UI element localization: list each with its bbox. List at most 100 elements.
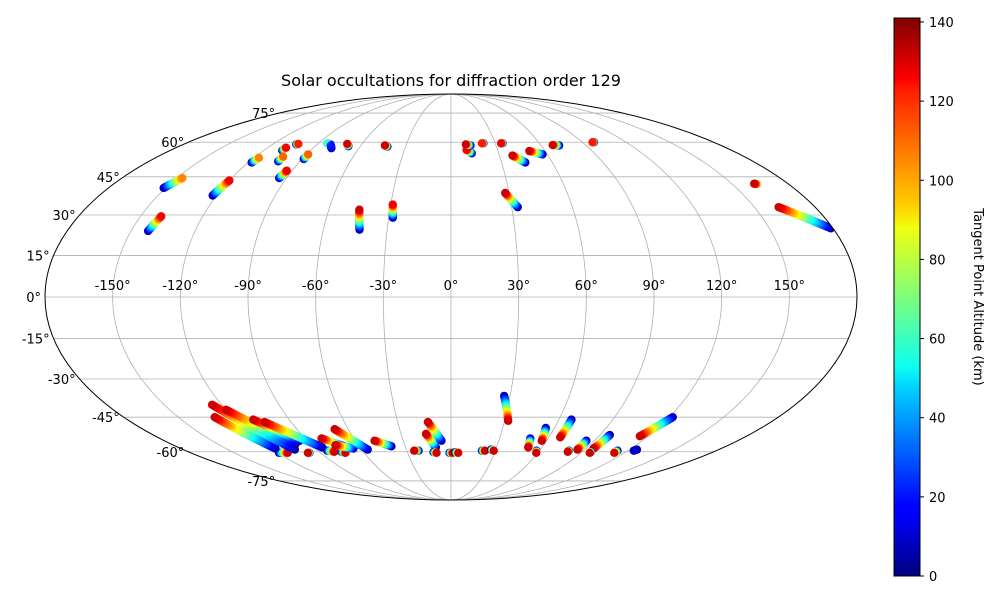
occultation-track	[343, 139, 353, 151]
track-point	[524, 443, 533, 452]
track-point	[278, 152, 288, 161]
occultation-track	[496, 139, 507, 148]
track-point	[556, 433, 565, 442]
lon-tick-label: -150°	[95, 279, 131, 294]
track-point	[421, 429, 431, 439]
track-point	[326, 141, 336, 150]
track-point	[294, 139, 303, 149]
occultation-track	[303, 448, 314, 458]
track-point	[774, 202, 783, 212]
occultation-track	[143, 212, 166, 236]
track-point	[330, 424, 339, 434]
lat-tick-label: 0°	[26, 291, 41, 306]
lat-tick-label: -45°	[92, 411, 120, 426]
occultation-track	[585, 447, 596, 458]
occultation-track	[380, 141, 392, 151]
track-point	[477, 139, 487, 148]
lat-tick-label: -60°	[157, 446, 185, 461]
occultation-track	[208, 176, 234, 200]
track-point	[303, 150, 313, 159]
longitude-tick-labels: -150° -120° -90° -60° -30° 0° 30° 60° 90° 120° 150…	[95, 279, 805, 294]
lat-tick-label: 75°	[252, 107, 275, 122]
occultation-track	[486, 445, 498, 455]
occultation-track	[159, 173, 187, 193]
track-point	[503, 416, 513, 426]
lat-tick-label: -15°	[22, 333, 50, 348]
occultation-track	[274, 152, 288, 166]
track-point	[537, 436, 546, 445]
occultation-track	[501, 188, 522, 212]
occultation-track	[323, 446, 339, 456]
occultation-track	[421, 429, 441, 452]
track-point	[210, 412, 219, 422]
colorbar-tick-label: 100	[929, 174, 954, 189]
occultation-track	[423, 417, 446, 445]
track-point	[480, 446, 490, 455]
colorbar-ticks: 0 20 40 60 80 100 120 140	[920, 16, 954, 585]
colorbar-tick-label: 80	[929, 253, 946, 268]
track-point	[423, 417, 433, 427]
track-point	[563, 447, 572, 456]
track-point	[355, 205, 364, 214]
occultation-track	[275, 166, 291, 183]
occultation-track	[331, 441, 358, 453]
occultation-track	[292, 139, 303, 149]
occultation-track	[429, 447, 441, 458]
colorbar-tick-label: 0	[929, 570, 937, 585]
track-point	[501, 188, 510, 198]
colorbar-tick-label: 140	[929, 16, 954, 31]
occultation-track	[635, 412, 677, 441]
track-point	[409, 446, 419, 455]
track-point	[207, 400, 217, 409]
track-point	[610, 448, 619, 458]
occultation-track	[774, 202, 836, 233]
colorbar-tick-label: 60	[929, 333, 946, 348]
track-point	[317, 434, 326, 443]
occultation-track	[537, 423, 550, 445]
track-point	[750, 179, 759, 188]
track-point	[461, 140, 471, 149]
occultation-track	[532, 446, 541, 458]
track-point	[331, 441, 340, 450]
colorbar-tick-label: 20	[929, 491, 946, 506]
track-point	[629, 446, 638, 455]
occultation-track	[388, 200, 398, 222]
track-point	[388, 200, 397, 209]
lon-tick-label: -120°	[162, 279, 198, 294]
occultation-track	[247, 153, 264, 167]
occultation-track	[508, 151, 530, 167]
track-point	[548, 140, 557, 150]
occultation-track	[260, 417, 327, 452]
occultation-track	[278, 143, 291, 155]
lon-tick-label: -90°	[234, 279, 262, 294]
occultation-track	[370, 436, 396, 451]
occultation-track	[461, 140, 475, 150]
track-point	[635, 431, 645, 441]
lon-tick-label: 60°	[575, 279, 598, 294]
lon-tick-label: 120°	[706, 279, 737, 294]
track-point	[525, 146, 534, 156]
track-point	[380, 141, 390, 150]
track-point	[221, 405, 231, 414]
track-point	[432, 448, 441, 458]
occultation-track	[629, 445, 642, 455]
track-point	[343, 139, 352, 149]
colorbar-tick-label: 40	[929, 412, 946, 427]
occultation-track	[477, 446, 490, 455]
colorbar-label: Tangent Point Altitude (km)	[970, 207, 985, 385]
occultation-track	[330, 424, 372, 454]
occultation-track	[588, 138, 599, 147]
occultation-track	[610, 446, 622, 458]
track-point	[489, 446, 498, 455]
occultation-track	[326, 141, 336, 153]
track-point	[178, 173, 187, 183]
track-point	[508, 151, 517, 160]
lon-tick-label: 30°	[507, 279, 530, 294]
track-point	[532, 448, 541, 458]
lon-tick-label: -60°	[302, 279, 330, 294]
occultation-track	[409, 446, 423, 455]
track-point	[588, 138, 597, 147]
lat-tick-label: -75°	[247, 475, 275, 490]
occultation-track	[525, 146, 547, 159]
